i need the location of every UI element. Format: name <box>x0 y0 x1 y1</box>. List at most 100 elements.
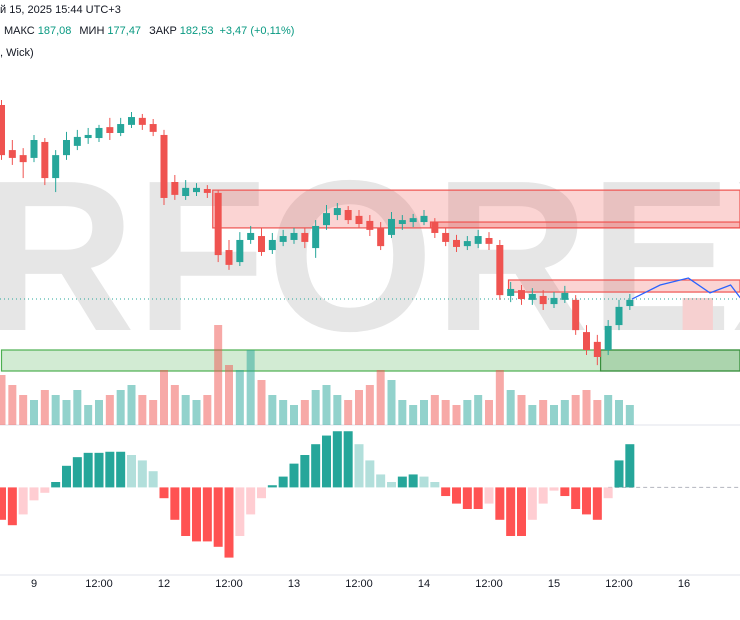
candle-body <box>550 297 558 305</box>
volume-bar <box>333 395 342 425</box>
oscillator-bar <box>246 487 256 515</box>
candle-body <box>106 127 114 133</box>
volume-bar <box>279 400 288 425</box>
candle-body <box>409 218 417 223</box>
oscillator-bar <box>51 482 61 488</box>
candle-body <box>420 215 428 223</box>
oscillator-bar <box>62 465 71 488</box>
oscillator-bar <box>311 444 321 488</box>
candle-body <box>30 140 38 158</box>
volume-bar <box>8 385 17 425</box>
header-subline: , Wick) <box>0 47 34 59</box>
volume-bar <box>84 405 93 425</box>
oscillator-bar <box>170 487 180 520</box>
candle-body <box>453 239 460 247</box>
volume-bar <box>160 370 168 425</box>
volume-bar <box>485 400 493 425</box>
volume-bar <box>170 385 179 425</box>
oscillator-bar <box>354 444 364 488</box>
stat-label: ЗАКР <box>149 25 177 37</box>
candle-body <box>333 208 341 216</box>
volume-bar <box>625 405 634 425</box>
volume-bar <box>495 370 504 425</box>
oscillator-bar <box>603 487 613 499</box>
x-tick-label: 12:00 <box>605 578 633 590</box>
volume-bar <box>40 390 49 425</box>
volume-bar <box>506 390 515 425</box>
candle-body <box>203 189 211 193</box>
oscillator-bar <box>473 487 483 509</box>
candle-body <box>301 232 309 242</box>
candle-body <box>149 124 157 132</box>
candle-body <box>247 232 255 240</box>
oscillator-bar <box>408 474 418 488</box>
oscillator-bar <box>148 471 158 488</box>
oscillator-bar <box>441 487 451 497</box>
zone <box>599 349 740 372</box>
oscillator-bar <box>0 487 6 520</box>
oscillator-bar <box>72 457 82 488</box>
watermark-mark: . <box>668 135 728 376</box>
volume-bar <box>181 395 190 425</box>
oscillator-bar <box>614 460 624 488</box>
volume-bar <box>517 395 526 425</box>
oscillator-bar <box>332 431 342 488</box>
oscillator-bar <box>495 487 505 520</box>
volume-bar <box>300 400 309 425</box>
oscillator-bar <box>517 487 526 536</box>
x-tick-label: 12:00 <box>215 578 243 590</box>
candle-body <box>279 236 287 242</box>
oscillator-bar <box>397 476 407 488</box>
candle-body <box>312 225 320 249</box>
volume-bar <box>51 395 60 425</box>
candle-body <box>0 105 5 156</box>
candle-body <box>63 140 70 156</box>
volume-bar <box>95 400 103 425</box>
header-stats: МАКС 187,08 МИН 177,47 ЗАКР 182,53 +3,47 (+0,1… <box>4 25 294 37</box>
candle-body <box>496 245 504 296</box>
oscillator-bar <box>235 487 245 536</box>
volume-bar <box>560 400 569 425</box>
x-tick-label: 12 <box>158 578 170 590</box>
candle-body <box>604 325 612 350</box>
volume-bar <box>138 395 147 425</box>
volume-bar <box>344 400 353 425</box>
volume-bar <box>441 400 450 425</box>
zone <box>507 279 740 293</box>
candle-body <box>463 241 471 247</box>
oscillator-bar <box>625 444 635 488</box>
oscillator-bar <box>376 474 386 488</box>
x-tick-label: 12:00 <box>475 578 503 590</box>
volume-bar <box>365 385 374 425</box>
candle-body <box>561 292 569 300</box>
volume-bar <box>105 395 114 425</box>
oscillator-bar <box>29 487 39 501</box>
candle-body <box>171 182 179 195</box>
watermark: RFOREX <box>0 135 740 376</box>
candle-body <box>8 150 16 158</box>
oscillator-bar <box>527 487 537 520</box>
oscillator-bar <box>430 482 440 488</box>
candle-body <box>593 341 601 357</box>
candle-body <box>225 250 233 265</box>
oscillator-bar <box>224 487 234 558</box>
volume-bar <box>257 380 266 425</box>
volume-bar <box>604 395 613 425</box>
candle-body <box>572 299 580 331</box>
candle-body <box>52 155 60 179</box>
oscillator-bar <box>127 455 136 488</box>
zone <box>0 349 740 372</box>
candle-body <box>431 222 439 233</box>
candle-body <box>474 236 482 244</box>
volume-bar <box>127 385 136 425</box>
candle-body <box>539 295 547 305</box>
candle-body <box>398 220 406 224</box>
oscillator-bar <box>159 487 169 499</box>
volume-bar <box>311 390 320 425</box>
projection-line <box>631 277 740 300</box>
candle-body <box>193 187 200 193</box>
oscillator-bar <box>452 487 461 504</box>
volume-bar <box>571 395 580 425</box>
oscillator-bar <box>267 485 277 488</box>
oscillator-bar <box>538 487 548 504</box>
